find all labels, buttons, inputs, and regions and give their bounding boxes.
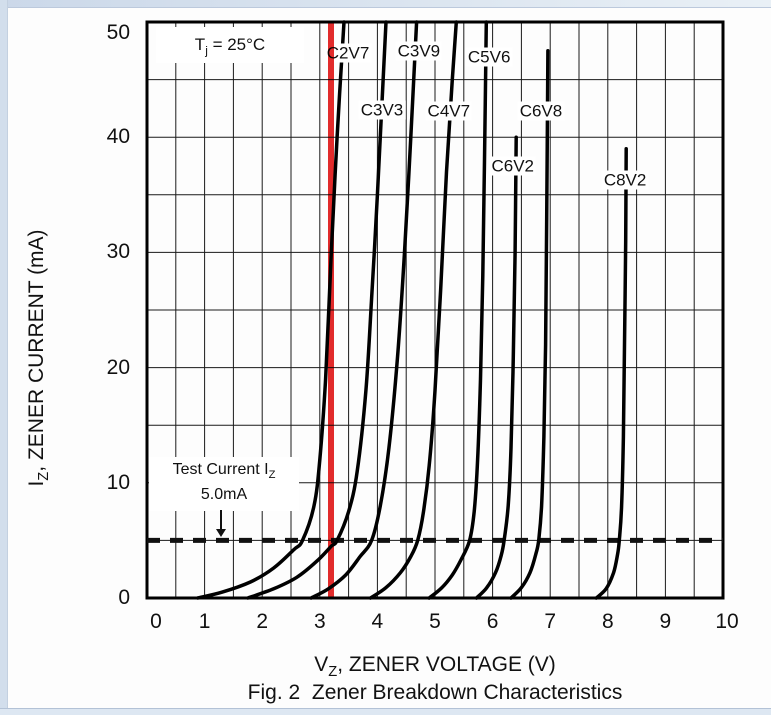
curve-label-C6V8: C6V8 bbox=[517, 101, 565, 121]
test-current-value: 5.0mA bbox=[200, 486, 248, 503]
condition-label: Tj = 25°C bbox=[156, 27, 304, 63]
page-edge-left bbox=[0, 0, 8, 715]
curve-label-C3V9: C3V9 bbox=[395, 41, 443, 61]
x-tick-label: 5 bbox=[429, 610, 441, 633]
curve-label-C6V2: C6V2 bbox=[489, 156, 537, 176]
page-edge-top bbox=[0, 0, 771, 8]
x-tick-label: 4 bbox=[371, 610, 384, 633]
curve-label-C3V3: C3V3 bbox=[358, 100, 406, 120]
curve-C6V8 bbox=[509, 49, 550, 600]
curve-C5V6 bbox=[427, 20, 489, 600]
highlight-marker-line bbox=[328, 21, 335, 599]
x-tick-label: 1 bbox=[198, 610, 211, 633]
figure-caption: Fig. 2 Zener Breakdown Characteristics bbox=[247, 681, 623, 704]
x-tick-label: 6 bbox=[486, 610, 499, 633]
curve-C6V2 bbox=[474, 135, 518, 600]
x-axis-title: VZ, ZENER VOLTAGE (V) bbox=[314, 653, 556, 681]
test-current-label: Test Current IZ bbox=[172, 461, 276, 482]
page-edge-bottom bbox=[0, 708, 771, 715]
x-tick-label: 2 bbox=[256, 610, 269, 633]
curve-C3V9 bbox=[309, 20, 419, 600]
x-tick-label: 0 bbox=[150, 610, 162, 633]
curve-label-C8V2: C8V2 bbox=[601, 170, 649, 190]
curve-label-C2V7: C2V7 bbox=[324, 43, 372, 63]
y-tick-label: 40 bbox=[106, 125, 130, 149]
curve-C8V2 bbox=[594, 146, 628, 600]
y-tick-label: 0 bbox=[118, 586, 130, 609]
y-tick-label: 20 bbox=[106, 355, 130, 379]
x-tick-label: 8 bbox=[601, 610, 614, 633]
y-tick-label: 30 bbox=[106, 240, 130, 264]
curve-label-C4V7: C4V7 bbox=[425, 101, 473, 121]
curve-C4V7 bbox=[368, 20, 459, 600]
x-tick-label: 7 bbox=[544, 610, 557, 633]
curve-label-C5V6: C5V6 bbox=[465, 47, 513, 67]
y-tick-label: 50 bbox=[106, 21, 130, 44]
x-tick-label: 3 bbox=[313, 610, 326, 633]
x-tick-label: 9 bbox=[659, 610, 672, 633]
plot-border bbox=[145, 20, 725, 600]
y-tick-label: 10 bbox=[106, 470, 130, 494]
test-current-annotation: Test Current IZ 5.0mA bbox=[149, 457, 299, 511]
curve-C3V3 bbox=[246, 20, 388, 600]
down-arrow-icon bbox=[216, 510, 226, 537]
x-tick-label: 10 bbox=[715, 610, 739, 633]
